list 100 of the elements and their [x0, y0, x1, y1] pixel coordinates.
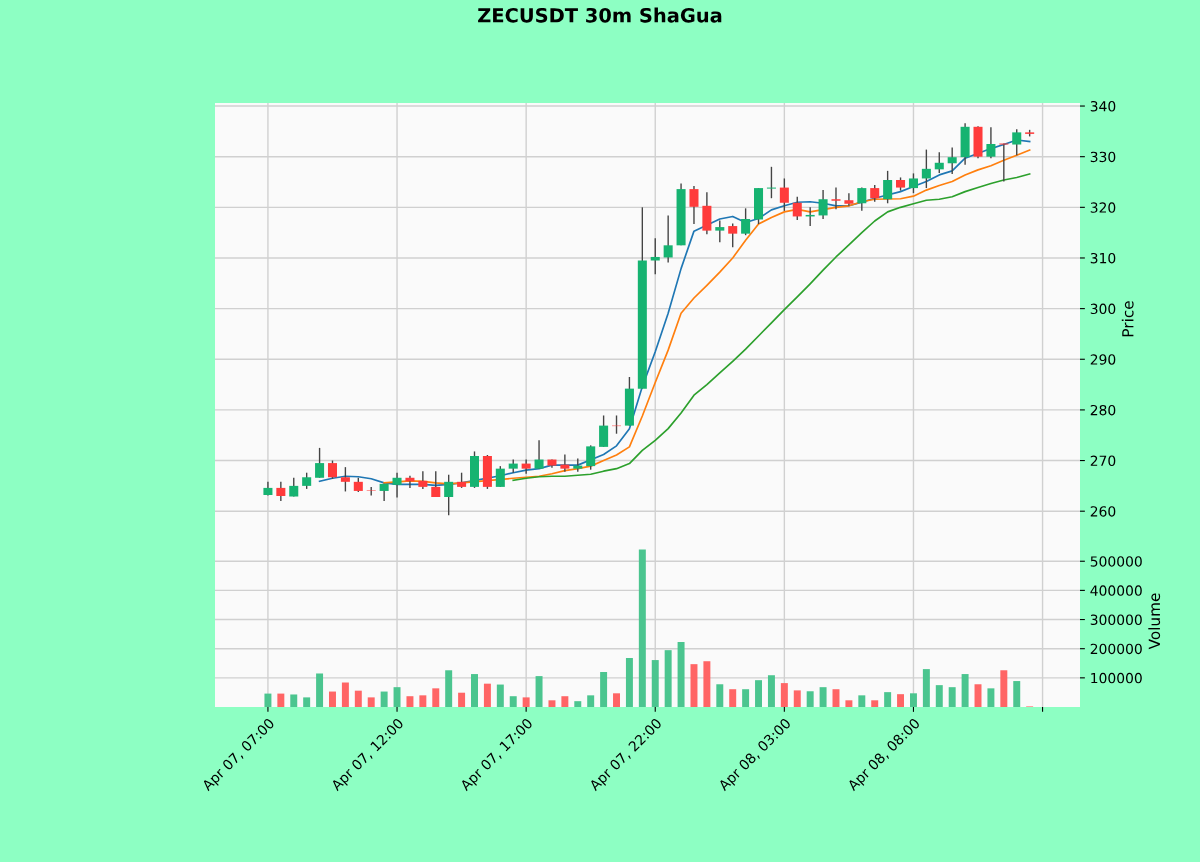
bar — [522, 697, 530, 707]
candlestick — [276, 481, 286, 502]
bar — [587, 695, 595, 707]
y-tick-label: 100000 — [1091, 672, 1142, 684]
candlestick — [340, 466, 350, 493]
candlestick — [934, 151, 944, 174]
bar — [380, 691, 388, 707]
bar — [471, 674, 478, 707]
bar — [922, 669, 930, 707]
line-series — [512, 173, 1031, 482]
bar — [909, 693, 917, 707]
y-tick-label: 330 — [1090, 151, 1116, 163]
bar — [1013, 681, 1021, 707]
bar — [354, 690, 362, 707]
bar — [755, 680, 763, 707]
candlestick — [999, 142, 1009, 183]
bar — [329, 691, 336, 707]
bar — [716, 684, 724, 707]
candlestick — [495, 465, 505, 488]
candlestick — [1012, 128, 1022, 156]
candlestick — [792, 195, 802, 221]
chart-title: ZECUSDT 30m ShaGua — [478, 7, 722, 23]
bar — [935, 685, 943, 707]
bar — [806, 691, 814, 707]
y-tick-label: 280 — [1090, 404, 1116, 416]
candlestick — [986, 126, 996, 159]
bar — [742, 689, 750, 707]
bar — [729, 689, 737, 707]
candlestick — [521, 458, 531, 475]
y-tick-label: 270 — [1090, 455, 1116, 467]
bar — [496, 684, 504, 707]
bar — [432, 688, 440, 707]
bar — [767, 675, 775, 707]
candlestick — [883, 170, 893, 204]
y-tick-label: 310 — [1090, 252, 1116, 264]
candlestick — [586, 444, 596, 471]
bar — [961, 674, 969, 707]
bar — [535, 676, 543, 707]
bar — [264, 693, 272, 707]
candlestick — [689, 185, 699, 225]
candlestick — [650, 237, 660, 275]
bar — [316, 673, 324, 707]
candlestick — [766, 166, 776, 199]
candlestick — [560, 453, 570, 473]
bar — [458, 692, 466, 707]
candlestick — [392, 472, 402, 499]
bar — [483, 683, 491, 707]
candlestick — [831, 186, 841, 211]
bar — [290, 694, 298, 707]
y-tick-label: 400000 — [1090, 585, 1142, 596]
bar — [858, 695, 866, 707]
bar — [884, 692, 892, 707]
y-tick-label: 300000 — [1090, 614, 1142, 626]
candlestick — [444, 474, 454, 516]
bar — [303, 697, 311, 707]
candlestick — [663, 214, 673, 264]
candlestick — [947, 146, 957, 175]
bar — [367, 697, 375, 707]
bar — [574, 701, 582, 707]
bar — [277, 693, 285, 707]
bar — [509, 696, 517, 707]
bar — [690, 664, 698, 707]
candlestick — [818, 189, 828, 220]
candlestick — [715, 219, 725, 243]
candlestick — [289, 477, 299, 498]
candlestick — [779, 177, 789, 212]
bar — [419, 695, 427, 707]
bar — [445, 670, 453, 707]
bar — [677, 641, 685, 707]
candlestick — [315, 447, 325, 479]
candlestick — [921, 148, 931, 189]
bar — [948, 687, 956, 707]
y-tick-label: 200000 — [1090, 643, 1142, 655]
y-tick-label: 300 — [1090, 303, 1116, 315]
bar — [600, 672, 608, 707]
bar — [548, 700, 556, 707]
bar — [703, 661, 711, 707]
bar — [341, 682, 349, 707]
bar — [987, 688, 995, 707]
bar — [819, 687, 827, 707]
bar — [664, 650, 672, 707]
bar — [651, 660, 659, 707]
y-tick-label: 260 — [1090, 506, 1116, 517]
y-tick-label: 500000 — [1090, 556, 1142, 567]
candlestick — [728, 222, 738, 249]
bar — [871, 700, 879, 707]
y-tick-label: 340 — [1090, 101, 1116, 112]
y-tick-label: 320 — [1090, 202, 1116, 213]
y-axis-title: Price — [1121, 301, 1134, 337]
candlestick — [599, 414, 609, 448]
candlestick — [534, 439, 544, 470]
candlestick — [431, 470, 441, 498]
candlestick — [844, 192, 854, 207]
y-tick-label: 290 — [1090, 354, 1116, 365]
bar — [897, 694, 905, 707]
bar — [406, 696, 414, 707]
bar — [793, 690, 801, 707]
candlestick — [327, 459, 337, 480]
bar — [613, 693, 620, 707]
bar — [561, 696, 569, 707]
